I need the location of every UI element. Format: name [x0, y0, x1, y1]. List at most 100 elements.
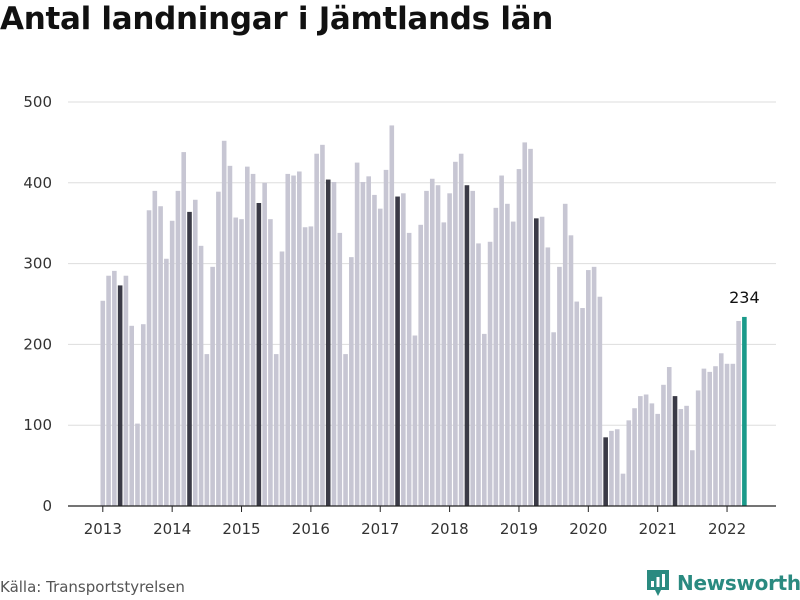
- bar: [649, 403, 655, 506]
- bar: [349, 257, 354, 506]
- bar: [285, 173, 291, 507]
- bar: [140, 324, 146, 506]
- bars: [100, 125, 747, 507]
- bar: [112, 270, 117, 506]
- bar: [187, 211, 192, 506]
- bar: [609, 430, 614, 506]
- x-tick-label: 2019: [500, 520, 538, 538]
- bar: [383, 169, 389, 506]
- bar: [372, 194, 377, 507]
- bar: [707, 371, 712, 506]
- y-tick-label: 200: [23, 335, 52, 353]
- bar: [487, 241, 493, 506]
- bar: [181, 152, 187, 506]
- bar: [580, 308, 585, 506]
- x-tick-label: 2013: [84, 520, 122, 538]
- bar: [528, 148, 533, 506]
- bar: [158, 206, 163, 506]
- bar: [152, 190, 158, 506]
- bar: [401, 193, 406, 506]
- bar: [377, 208, 383, 506]
- bar: [360, 181, 366, 506]
- bar: [320, 144, 325, 506]
- bar: [586, 270, 591, 506]
- bar: [591, 266, 597, 506]
- bar: [146, 210, 152, 506]
- source-note: Källa: Transportstyrelsen: [0, 578, 185, 596]
- bar: [325, 179, 331, 506]
- bar: [632, 408, 637, 506]
- bar: [695, 390, 701, 506]
- bar: [481, 333, 487, 506]
- bar: [268, 219, 273, 506]
- bar: [106, 275, 111, 506]
- brand-logo: Newsworthy: [645, 568, 800, 598]
- bar: [233, 217, 239, 506]
- bar: [395, 196, 400, 506]
- bar: [638, 396, 643, 506]
- bar: [568, 235, 574, 506]
- newsworthy-logo-icon: [647, 570, 669, 596]
- bar: [499, 175, 504, 506]
- bar: [169, 220, 175, 506]
- bar: [562, 203, 568, 507]
- bar: [505, 203, 510, 507]
- bar: [603, 437, 608, 506]
- bar: [250, 173, 256, 507]
- bar: [175, 190, 181, 506]
- bar: [389, 125, 395, 506]
- bar: [429, 178, 435, 506]
- bar: [661, 384, 666, 506]
- bar: [297, 171, 302, 506]
- bar: [516, 169, 522, 506]
- bar: [620, 473, 626, 506]
- bar: [291, 175, 296, 506]
- bar: [713, 366, 718, 506]
- latest-value-label: 234: [729, 288, 760, 307]
- bar: [314, 153, 319, 506]
- bar: [701, 368, 707, 506]
- bar: [354, 162, 360, 506]
- bar: [239, 219, 244, 506]
- bar: [539, 216, 545, 506]
- bar: [279, 251, 285, 506]
- bar: [204, 354, 210, 506]
- y-tick-label: 400: [23, 174, 52, 192]
- bar: [331, 181, 337, 506]
- y-tick-label: 0: [42, 497, 52, 515]
- x-tick-label: 2016: [292, 520, 330, 538]
- bar: [164, 258, 169, 506]
- bar: [684, 405, 689, 506]
- bar: [135, 423, 140, 506]
- x-tick-label: 2014: [153, 520, 191, 538]
- bar: [129, 325, 134, 506]
- x-axis: [68, 505, 776, 512]
- bar: [308, 226, 314, 506]
- bar: [406, 232, 412, 506]
- bar: [730, 363, 736, 506]
- bar: [245, 166, 250, 506]
- bar: [447, 193, 452, 506]
- bar: [655, 413, 660, 506]
- bar: [672, 396, 678, 506]
- bar: [343, 354, 348, 506]
- brand-name: Newsworthy: [677, 571, 800, 595]
- bar: [574, 301, 580, 506]
- bar: [227, 165, 233, 506]
- bar: [256, 203, 262, 506]
- bar: [724, 363, 730, 506]
- bar: [198, 245, 204, 506]
- bar: [210, 266, 215, 506]
- latest-bar: [742, 316, 747, 506]
- bar: [262, 182, 267, 507]
- bar: [100, 300, 106, 506]
- bar: [302, 227, 308, 507]
- x-tick-label: 2017: [361, 520, 399, 538]
- bar: [718, 353, 724, 506]
- chart-title: Antal landningar i Jämtlands län: [0, 1, 554, 37]
- bar: [412, 335, 418, 506]
- bar: [736, 320, 741, 506]
- bar: [551, 332, 556, 506]
- bar: [441, 222, 447, 506]
